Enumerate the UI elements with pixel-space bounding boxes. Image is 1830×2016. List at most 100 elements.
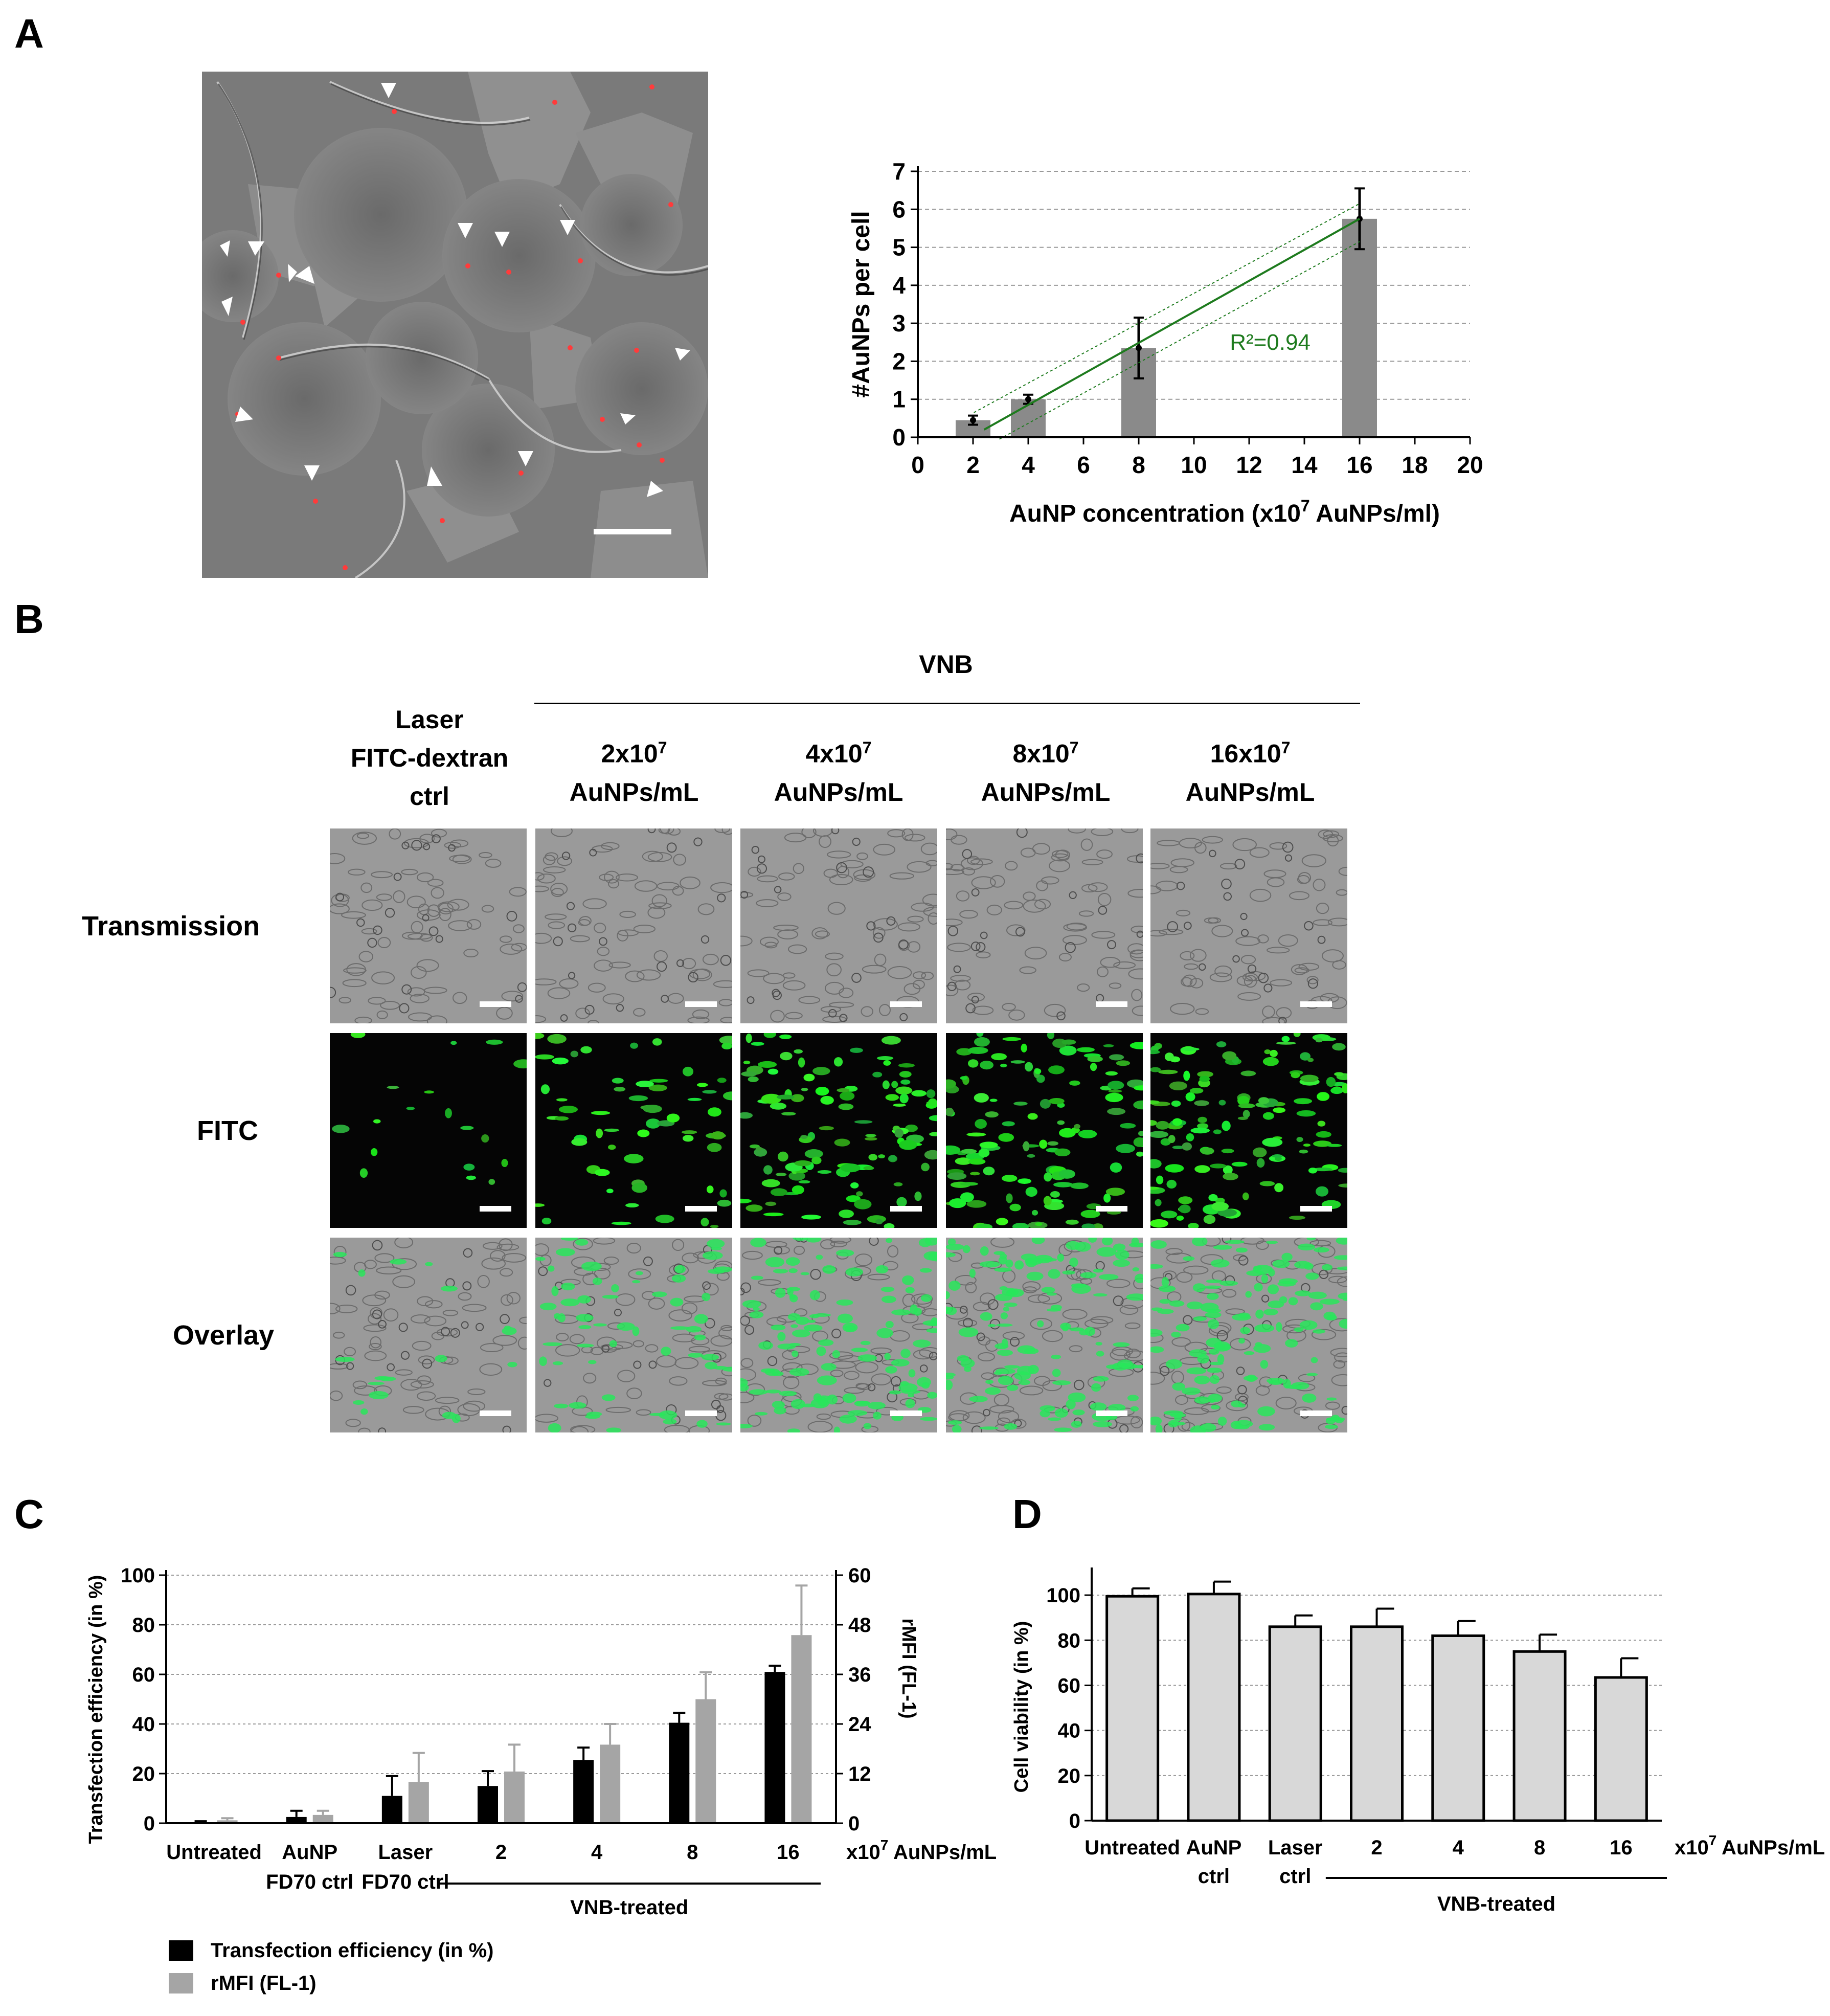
cell-outline — [713, 980, 732, 988]
cell-outline — [604, 870, 620, 884]
cell-outline — [485, 859, 502, 868]
fluorescent-cell — [721, 1042, 732, 1050]
fluorescent-cell — [1274, 1183, 1284, 1193]
cell-outline — [1180, 951, 1195, 960]
fluorescent-cell — [694, 1314, 708, 1324]
fluorescent-cell — [763, 1213, 784, 1217]
cell-outline — [782, 980, 806, 991]
fluorescent-cell — [1194, 1375, 1210, 1384]
fluorescent-cell — [1243, 1375, 1258, 1381]
round-cell — [401, 984, 412, 995]
fluorescent-cell — [1207, 1368, 1222, 1373]
tile-transmission-5 — [1150, 828, 1347, 1023]
fluorescent-cell — [792, 1185, 804, 1195]
fluorescent-cell — [1041, 1287, 1055, 1293]
bar — [408, 1782, 429, 1823]
round-cell — [1056, 1011, 1066, 1021]
scale-bar — [1300, 1410, 1332, 1416]
fluorescent-cell — [1263, 1309, 1278, 1315]
fluorescent-cell — [1005, 1259, 1013, 1268]
round-cell — [423, 843, 431, 850]
fluorescent-cell — [1021, 1253, 1037, 1261]
cell-outline — [380, 1001, 400, 1010]
fluorescent-cell — [1050, 1305, 1062, 1310]
cell-outline — [467, 1388, 486, 1395]
fluorescent-cell — [652, 1038, 662, 1046]
fluorescent-cell — [1326, 1077, 1336, 1087]
cell-outline — [1042, 1330, 1063, 1342]
fluorescent-cell — [1130, 1406, 1139, 1412]
fluorescent-cell — [1276, 1322, 1282, 1332]
cell-outline — [669, 1376, 688, 1386]
cell-outline — [1150, 1372, 1165, 1385]
cell-outline — [720, 1017, 732, 1023]
col-header-2-unit: AuNPs/mL — [569, 777, 699, 807]
fluorescent-cell — [625, 1203, 639, 1208]
cell-outline — [371, 971, 395, 984]
fluorescent-cell — [850, 1182, 859, 1189]
fluorescent-cell — [1291, 1072, 1300, 1079]
round-cell — [751, 846, 760, 854]
fluorescent-cell — [706, 1185, 714, 1194]
fluorescent-cell — [635, 1271, 643, 1275]
cell-outline — [376, 1010, 388, 1019]
fluorescent-cell — [798, 1057, 805, 1068]
fluorescent-cell — [722, 1367, 732, 1372]
round-cell — [538, 1266, 548, 1276]
fluorescent-cell — [1302, 1393, 1317, 1403]
cell-outline — [330, 903, 350, 914]
fluorescent-cell — [702, 1354, 719, 1361]
fluorescent-cell — [710, 1247, 722, 1250]
fluorescent-cell — [1208, 1194, 1218, 1201]
cell-outline — [660, 828, 674, 835]
cell-outline — [954, 979, 971, 991]
fluorescent-cell — [794, 1049, 803, 1054]
cell-outline — [688, 1346, 710, 1353]
fluorescent-cell — [551, 1286, 559, 1296]
fluorescent-cell — [1200, 1147, 1214, 1155]
cell-outline — [647, 852, 672, 862]
fluorescent-cell — [1158, 1285, 1176, 1292]
cell-outline — [1329, 1318, 1347, 1332]
cell-outline — [511, 943, 527, 952]
fluorescent-cell — [1197, 1123, 1209, 1129]
fluorescent-cell — [856, 1191, 863, 1197]
fluorescent-cell — [749, 1389, 768, 1395]
cell-outline — [502, 1253, 527, 1263]
cell-outline — [364, 1350, 387, 1361]
cell-outline — [370, 1336, 382, 1349]
fluorescent-cell — [985, 1111, 999, 1118]
fluorescent-cell — [899, 1139, 917, 1150]
cell-outline — [1131, 989, 1143, 1001]
fluorescent-cell — [839, 1209, 854, 1218]
fluorescent-cell — [1150, 1120, 1158, 1126]
fluorescent-cell — [1078, 1130, 1097, 1138]
cell-outline — [702, 953, 719, 966]
cell-outline — [840, 860, 864, 868]
fluorescent-cell — [333, 1251, 347, 1258]
fluorescent-cell — [842, 1323, 858, 1333]
micrograph-cells-aunps — [202, 72, 708, 578]
fluorescent-cell — [901, 1390, 921, 1394]
group-label: VNB-treated — [570, 1896, 688, 1919]
cell-outline — [793, 863, 804, 875]
cell-outline — [458, 1292, 472, 1301]
legend-item-rmfi: rMFI (FL-1) — [169, 1967, 493, 2000]
cell-outline — [1066, 922, 1087, 931]
fluorescent-cell — [1258, 1097, 1270, 1104]
fluorescent-cell — [670, 1297, 684, 1307]
fluorescent-cell — [368, 1381, 385, 1385]
fluorescent-cell — [1256, 1158, 1265, 1168]
y-tick-label: 60 — [132, 1664, 155, 1686]
fluorescent-cell — [1150, 1067, 1161, 1072]
cell-outline — [582, 898, 607, 910]
fluorescent-cell — [805, 1238, 822, 1243]
vnb-header-line — [534, 703, 1360, 704]
scale-bar — [685, 1001, 717, 1007]
cell-outline — [417, 1296, 434, 1306]
cell-outline — [1291, 964, 1308, 975]
unit-label-exp: 7 — [1709, 1832, 1717, 1848]
x-tick-label: 2 — [495, 1841, 507, 1864]
cell-outline — [633, 1007, 646, 1017]
round-cell — [1098, 906, 1108, 915]
